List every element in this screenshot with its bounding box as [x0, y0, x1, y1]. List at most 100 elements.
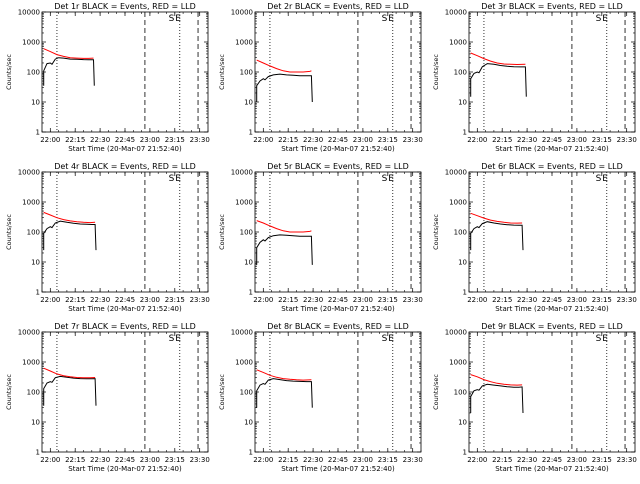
detector-chart-2: Det 2r BLACK = Events, RED = LLD 1 10 100 10… [218, 2, 423, 153]
x-tick-label: 22:15 [278, 136, 298, 144]
detector-chart-7: Det 7r BLACK = Events, RED = LLD 1 10 100 10… [5, 322, 210, 473]
x-axis-label: Start Time (20-Mar-07 21:52:40) [68, 145, 182, 153]
y-axis-label: Counts/sec [432, 54, 440, 90]
plot-frame [41, 331, 209, 453]
x-tick-label: 23:15 [378, 456, 398, 464]
y-axis-label: Counts/sec [5, 374, 13, 410]
y-tick-label: 1000 [22, 39, 40, 47]
saa-end-label: E [602, 174, 608, 184]
detector-panel-4: Det 4r BLACK = Events, RED = LLD 1 10 100 10… [0, 160, 213, 320]
y-tick-label: 10000 [231, 329, 253, 337]
saa-end-label: E [388, 174, 394, 184]
y-tick-label: 10 [458, 99, 467, 107]
x-tick-label: 23:00 [353, 456, 373, 464]
saa-end-label: E [175, 14, 181, 24]
detector-panel-5: Det 5r BLACK = Events, RED = LLD 1 10 100 10… [213, 160, 426, 320]
y-tick-label: 10 [31, 99, 40, 107]
saa-start-label: S [596, 334, 602, 344]
x-tick-label: 23:00 [140, 296, 160, 304]
series-line-lld [43, 211, 96, 224]
x-tick-label: 23:30 [617, 296, 637, 304]
series-line-lld [470, 212, 523, 224]
y-tick-label: 1000 [449, 39, 467, 47]
x-axis-label: Start Time (20-Mar-07 21:52:40) [68, 465, 182, 473]
x-tick-label: 22:00 [40, 136, 60, 144]
x-tick-label: 22:30 [90, 456, 110, 464]
y-tick-label: 10000 [445, 9, 467, 17]
x-tick-label: 22:15 [278, 296, 298, 304]
y-tick-label: 10000 [445, 169, 467, 177]
series-line-events [256, 378, 313, 408]
x-tick-label: 23:15 [592, 296, 612, 304]
series-line-lld [43, 367, 96, 379]
x-tick-label: 23:00 [140, 136, 160, 144]
detector-panel-7: Det 7r BLACK = Events, RED = LLD 1 10 100 10… [0, 320, 213, 480]
x-tick-label: 23:15 [378, 136, 398, 144]
x-tick-label: 22:15 [65, 456, 85, 464]
y-tick-label: 1000 [235, 39, 253, 47]
saa-end-label: E [388, 334, 394, 344]
y-tick-label: 1 [463, 449, 467, 457]
detector-chart-5: Det 5r BLACK = Events, RED = LLD 1 10 100 10… [218, 162, 423, 313]
y-tick-label: 10 [244, 99, 253, 107]
saa-start-label: S [596, 174, 602, 184]
plot-frame [468, 331, 636, 453]
y-tick-label: 10 [458, 419, 467, 427]
detector-panel-2: Det 2r BLACK = Events, RED = LLD 1 10 100 10… [213, 0, 426, 160]
plot-frame [254, 11, 422, 133]
x-tick-label: 23:00 [567, 136, 587, 144]
saa-end-label: E [388, 14, 394, 24]
series-line-lld [470, 374, 523, 386]
detector-chart-8: Det 8r BLACK = Events, RED = LLD 1 10 100 10… [218, 322, 423, 473]
x-tick-label: 23:00 [567, 296, 587, 304]
x-tick-label: 22:00 [467, 136, 487, 144]
chart-title: Det 7r BLACK = Events, RED = LLD [54, 322, 196, 331]
series-line-events [256, 73, 313, 103]
y-tick-label: 1000 [235, 359, 253, 367]
y-tick-label: 10000 [18, 329, 40, 337]
detector-chart-6: Det 6r BLACK = Events, RED = LLD 1 10 100 10… [432, 162, 637, 313]
y-tick-label: 10 [244, 419, 253, 427]
y-axis-label: Counts/sec [5, 54, 13, 90]
series-line-events [256, 234, 313, 265]
x-tick-label: 22:00 [253, 456, 273, 464]
chart-title: Det 6r BLACK = Events, RED = LLD [481, 162, 623, 171]
saa-end-label: E [602, 14, 608, 24]
saa-start-label: S [169, 174, 175, 184]
detector-chart-9: Det 9r BLACK = Events, RED = LLD 1 10 100 10… [432, 322, 637, 473]
detector-chart-3: Det 3r BLACK = Events, RED = LLD 1 10 100 10… [432, 2, 637, 153]
saa-start-label: S [169, 14, 175, 24]
saa-start-label: S [596, 14, 602, 24]
x-tick-label: 22:45 [542, 296, 562, 304]
y-tick-label: 1 [36, 289, 40, 297]
chart-title: Det 4r BLACK = Events, RED = LLD [54, 162, 196, 171]
x-tick-label: 22:30 [303, 456, 323, 464]
y-tick-label: 100 [240, 389, 253, 397]
x-axis-label: Start Time (20-Mar-07 21:52:40) [281, 305, 395, 313]
y-tick-label: 10000 [18, 169, 40, 177]
chart-title: Det 9r BLACK = Events, RED = LLD [481, 322, 623, 331]
x-tick-label: 22:00 [467, 456, 487, 464]
saa-start-label: S [382, 14, 388, 24]
x-tick-label: 23:15 [378, 296, 398, 304]
y-tick-label: 1000 [235, 199, 253, 207]
x-tick-label: 23:30 [190, 136, 210, 144]
y-axis-label: Counts/sec [432, 214, 440, 250]
x-axis-label: Start Time (20-Mar-07 21:52:40) [495, 305, 609, 313]
plot-frame [41, 171, 209, 293]
y-tick-label: 1 [249, 449, 253, 457]
y-tick-label: 1000 [22, 359, 40, 367]
plot-frame [254, 331, 422, 453]
saa-end-label: E [175, 334, 181, 344]
y-tick-label: 100 [454, 229, 467, 237]
y-axis-label: Counts/sec [218, 214, 226, 250]
x-tick-label: 22:30 [303, 136, 323, 144]
x-tick-label: 22:00 [40, 456, 60, 464]
x-tick-label: 22:15 [492, 296, 512, 304]
series-line-lld [256, 369, 312, 381]
x-tick-label: 23:15 [592, 456, 612, 464]
series-line-events [43, 57, 95, 86]
x-tick-label: 23:15 [165, 296, 185, 304]
x-tick-label: 22:30 [517, 456, 537, 464]
x-tick-label: 22:15 [65, 136, 85, 144]
